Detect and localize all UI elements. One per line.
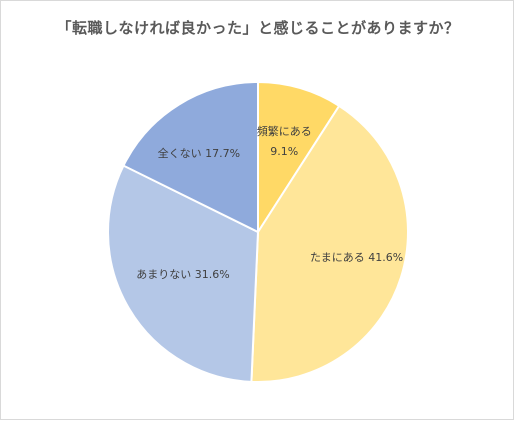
pie-labels: 頻繁にある 9.1% たまにある 41.6% あまりない 31.6% 全くない 17.7…	[136, 124, 403, 281]
slice-value-label-1: 9.1%	[270, 145, 298, 158]
pie-slice-1	[257, 80, 341, 236]
slice-label-3: あまりない 31.6%	[136, 268, 229, 281]
pie-slice-4	[122, 80, 259, 234]
pie-slices	[107, 80, 409, 383]
chart-title: 「転職しなければ良かった」と感じることがありますか？	[56, 19, 460, 37]
slice-category-label-1: 頻繁にある	[257, 124, 312, 138]
slice-label-2: たまにある 41.6%	[310, 251, 403, 264]
pie-slice-2	[250, 104, 409, 383]
pie-slice-3	[107, 164, 260, 383]
slice-label-4: 全くない 17.7%	[158, 146, 240, 160]
